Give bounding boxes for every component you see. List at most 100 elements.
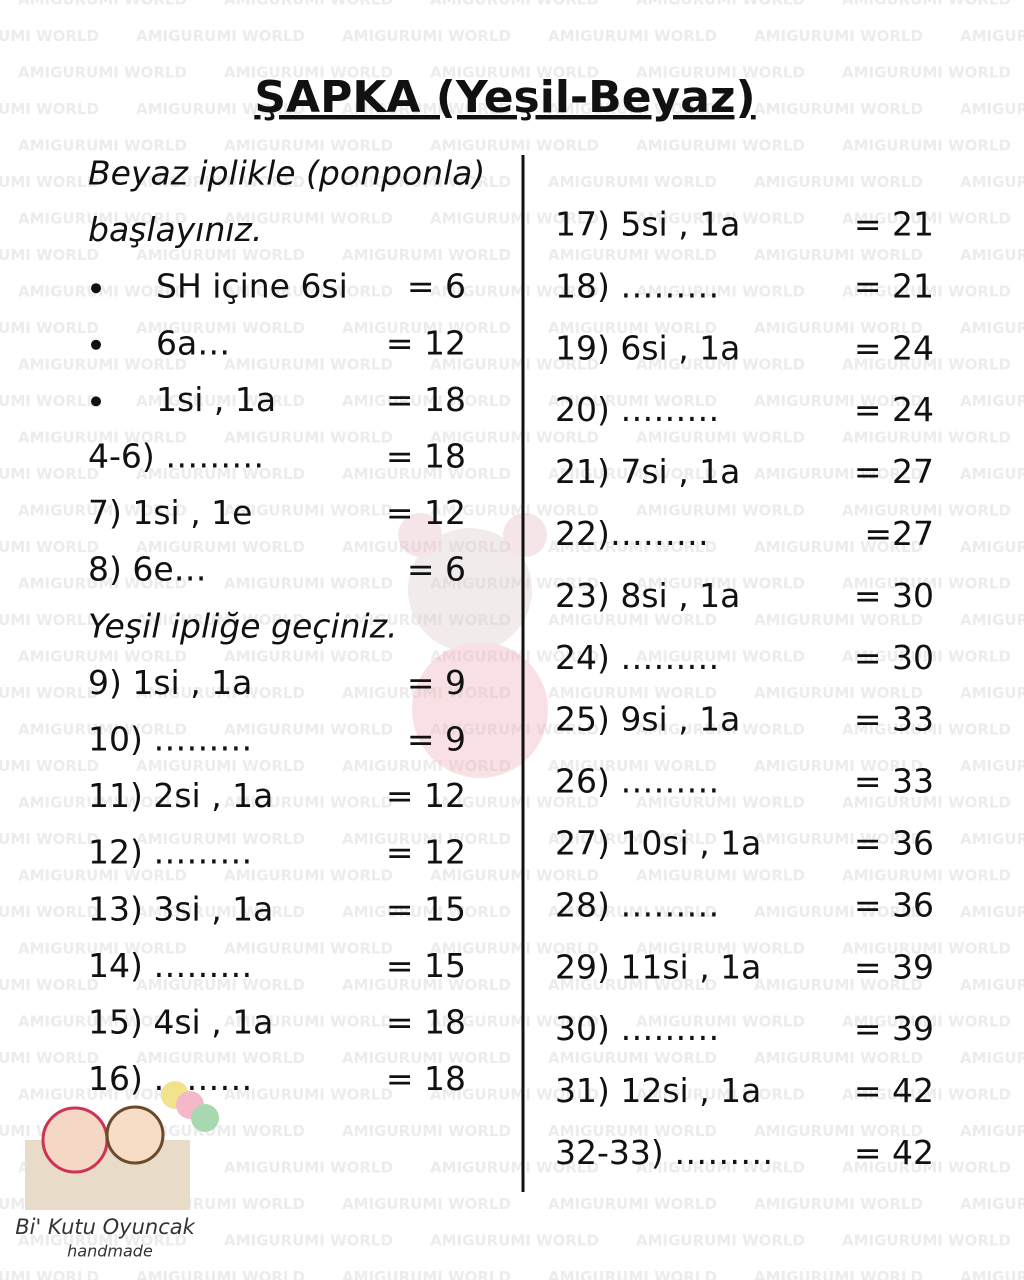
watermark: AMIGURUMI WORLD <box>224 429 393 447</box>
watermark: AMIGURUMI WORLD <box>430 64 599 82</box>
stitch-count: = 33 <box>854 700 934 739</box>
watermark: AMIGURUMI WORLD <box>18 64 187 82</box>
watermark: AMIGURUMI WORLD <box>548 757 717 775</box>
watermark: AMIGURUMI WORLD <box>224 575 393 593</box>
watermark: AMIGURUMI WORLD <box>960 465 1024 483</box>
stitch-count: = 42 <box>854 1071 934 1110</box>
watermark: AMIGURUMI WORLD <box>636 1159 805 1177</box>
watermark: AMIGURUMI WORLD <box>960 538 1024 556</box>
watermark: AMIGURUMI WORLD <box>224 867 393 885</box>
watermark: AMIGURUMI WORLD <box>18 210 187 228</box>
round-step: 19) 6si , 1a <box>555 328 740 367</box>
watermark: AMIGURUMI WORLD <box>754 830 923 848</box>
watermark: AMIGURUMI WORLD <box>430 502 599 520</box>
round-step: 32-33) ……… <box>555 1133 773 1172</box>
watermark: AMIGURUMI WORLD <box>842 210 1011 228</box>
watermark: AMIGURUMI WORLD <box>636 794 805 812</box>
watermark: AMIGURUMI WORLD <box>136 757 305 775</box>
watermark: AMIGURUMI WORLD <box>548 684 717 702</box>
watermark: AMIGURUMI WORLD <box>636 721 805 739</box>
watermark: AMIGURUMI WORLD <box>636 210 805 228</box>
watermark: AMIGURUMI WORLD <box>18 137 187 155</box>
watermark: AMIGURUMI WORLD <box>342 246 511 264</box>
watermark: AMIGURUMI WORLD <box>636 867 805 885</box>
round-step: 27) 10si , 1a <box>555 824 761 863</box>
watermark: AMIGURUMI WORLD <box>842 356 1011 374</box>
watermark: AMIGURUMI WORLD <box>754 1195 923 1213</box>
watermark: AMIGURUMI WORLD <box>224 794 393 812</box>
watermark: AMIGURUMI WORLD <box>342 903 511 921</box>
round-step: 4-6) ……… <box>88 437 264 476</box>
stitch-count: = 21 <box>854 205 934 244</box>
watermark: AMIGURUMI WORLD <box>842 1013 1011 1031</box>
watermark: AMIGURUMI WORLD <box>18 721 187 739</box>
watermark: AMIGURUMI WORLD <box>754 538 923 556</box>
watermark: AMIGURUMI WORLD <box>0 100 99 118</box>
watermark: AMIGURUMI WORLD <box>0 1049 99 1067</box>
watermark: AMIGURUMI WORLD <box>342 976 511 994</box>
watermark: AMIGURUMI WORLD <box>636 1013 805 1031</box>
watermark: AMIGURUMI WORLD <box>548 465 717 483</box>
watermark: AMIGURUMI WORLD <box>960 173 1024 191</box>
watermark: AMIGURUMI WORLD <box>842 0 1011 9</box>
watermark: AMIGURUMI WORLD <box>0 757 99 775</box>
watermark: AMIGURUMI WORLD <box>224 1013 393 1031</box>
stitch-count: = 12 <box>386 493 466 532</box>
round-step: 11) 2si , 1a <box>88 776 273 815</box>
watermark: AMIGURUMI WORLD <box>136 392 305 410</box>
watermark: AMIGURUMI WORLD <box>0 173 99 191</box>
watermark: AMIGURUMI WORLD <box>548 392 717 410</box>
stitch-count: = 42 <box>854 1133 934 1172</box>
watermark: AMIGURUMI WORLD <box>754 976 923 994</box>
watermark: AMIGURUMI WORLD <box>754 903 923 921</box>
watermark: AMIGURUMI WORLD <box>636 502 805 520</box>
round-step: 17) 5si , 1a <box>555 205 740 244</box>
logo-name: Bi' Kutu Oyuncak <box>15 1215 195 1239</box>
watermark: AMIGURUMI WORLD <box>754 392 923 410</box>
round-step: 6a… <box>156 323 230 362</box>
watermark: AMIGURUMI WORLD <box>754 611 923 629</box>
watermark: AMIGURUMI WORLD <box>960 1268 1024 1280</box>
watermark: AMIGURUMI WORLD <box>430 1159 599 1177</box>
watermark: AMIGURUMI WORLD <box>960 976 1024 994</box>
watermark: AMIGURUMI WORLD <box>842 64 1011 82</box>
watermark: AMIGURUMI WORLD <box>960 1122 1024 1140</box>
watermark: AMIGURUMI WORLD <box>430 867 599 885</box>
watermark: AMIGURUMI WORLD <box>842 575 1011 593</box>
watermark: AMIGURUMI WORLD <box>430 794 599 812</box>
watermark: AMIGURUMI WORLD <box>224 64 393 82</box>
watermark: AMIGURUMI WORLD <box>342 392 511 410</box>
stitch-count: = 18 <box>386 437 466 476</box>
watermark: AMIGURUMI WORLD <box>136 538 305 556</box>
round-step: 25) 9si , 1a <box>555 700 740 739</box>
watermark: AMIGURUMI WORLD <box>18 794 187 812</box>
watermark: AMIGURUMI WORLD <box>754 100 923 118</box>
watermark: AMIGURUMI WORLD <box>430 1013 599 1031</box>
watermark: AMIGURUMI WORLD <box>548 903 717 921</box>
logo-tagline: handmade <box>67 1242 153 1261</box>
watermark: AMIGURUMI WORLD <box>636 648 805 666</box>
watermark: AMIGURUMI WORLD <box>636 1086 805 1104</box>
round-step: 9) 1si , 1a <box>88 663 252 702</box>
watermark: AMIGURUMI WORLD <box>224 648 393 666</box>
watermark: AMIGURUMI WORLD <box>430 283 599 301</box>
watermark: AMIGURUMI WORLD <box>342 319 511 337</box>
watermark: AMIGURUMI WORLD <box>224 0 393 9</box>
watermark: AMIGURUMI WORLD <box>136 1049 305 1067</box>
watermark: AMIGURUMI WORLD <box>960 1195 1024 1213</box>
logo-balloon <box>191 1104 219 1132</box>
round-step: 8) 6e… <box>88 550 207 589</box>
watermark: AMIGURUMI WORLD <box>754 684 923 702</box>
watermark: AMIGURUMI WORLD <box>636 356 805 374</box>
title: ŞAPKA (Yeşil-Beyaz) <box>254 72 755 123</box>
logo-girl <box>41 1106 109 1174</box>
watermark: AMIGURUMI WORLD <box>342 173 511 191</box>
watermark: AMIGURUMI WORLD <box>754 319 923 337</box>
watermark: AMIGURUMI WORLD <box>548 173 717 191</box>
bullet <box>91 396 101 407</box>
watermark: AMIGURUMI WORLD <box>636 940 805 958</box>
watermark: AMIGURUMI WORLD <box>18 1232 187 1250</box>
watermark: AMIGURUMI WORLD <box>342 757 511 775</box>
watermark: AMIGURUMI WORLD <box>224 940 393 958</box>
watermark: AMIGURUMI WORLD <box>430 429 599 447</box>
